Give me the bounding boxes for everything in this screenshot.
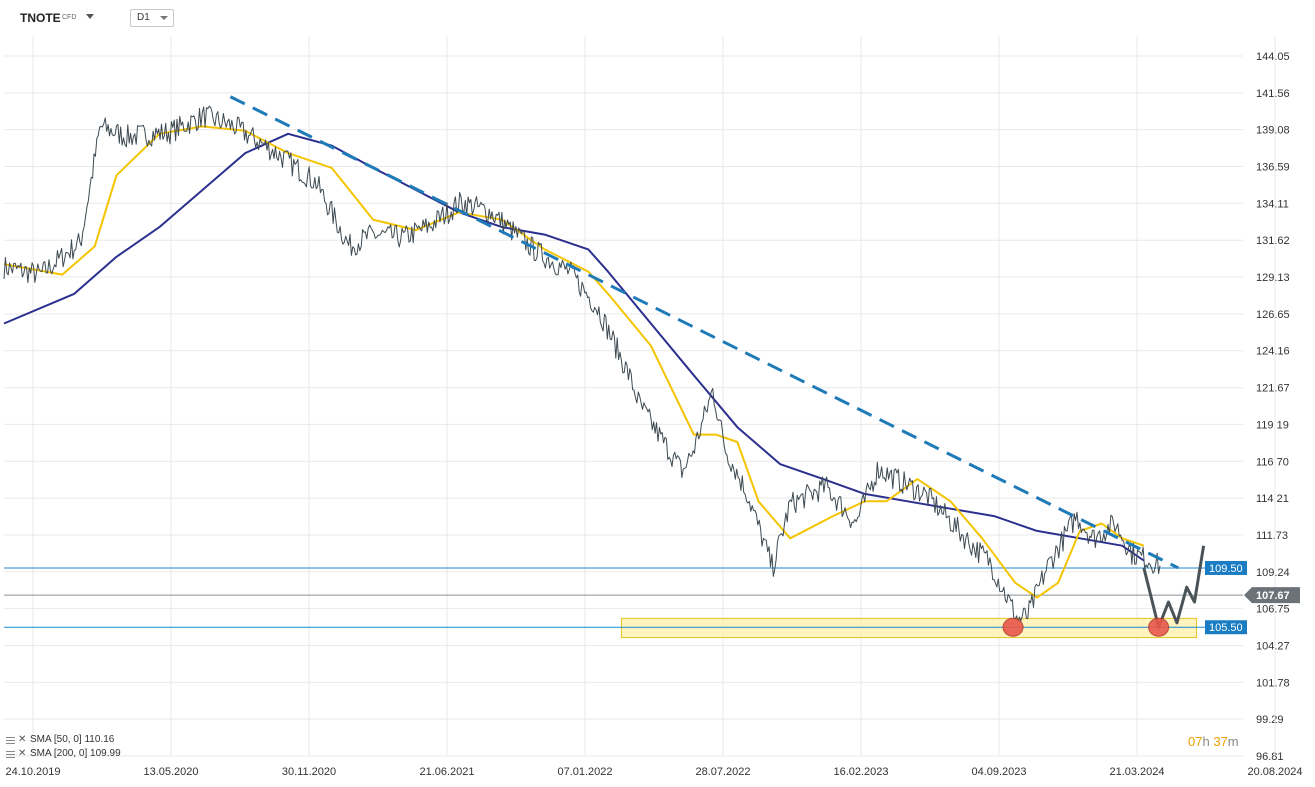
downtrend-line	[229, 95, 1179, 570]
y-axis-tick-label: 124.16	[1256, 346, 1290, 358]
level-price-tag	[1205, 620, 1247, 635]
timeframe-chevron-icon	[160, 16, 168, 20]
countdown-minutes: 37	[1213, 734, 1228, 749]
countdown-hours-unit: h	[1202, 734, 1210, 749]
chart-toolbar: TNOTE CFD D1	[0, 0, 1315, 34]
y-axis-tick-label: 141.56	[1256, 88, 1290, 100]
timeframe-value: D1	[137, 12, 150, 23]
symbol-name[interactable]: TNOTE	[20, 11, 61, 25]
y-axis-tick-label: 101.78	[1256, 677, 1290, 689]
x-axis-tick-label: 20.08.2024	[1247, 766, 1302, 778]
y-axis-tick-label: 126.65	[1256, 309, 1290, 321]
support-touch-marker	[1148, 617, 1170, 637]
x-axis-tick-label: 04.09.2023	[971, 766, 1026, 778]
symbol-dropdown-chevron-icon[interactable]	[86, 14, 94, 19]
symbol-type-tag: CFD	[62, 14, 77, 21]
countdown-hours: 07	[1188, 734, 1203, 749]
legend-sma200: ✕ SMA [200, 0] 109.99	[6, 748, 166, 761]
y-axis-tick-label: 139.08	[1256, 125, 1290, 137]
timeframe-select[interactable]: D1	[130, 9, 174, 27]
sma200-label: SMA [200, 0]	[30, 748, 88, 759]
level-price-label: 109.50	[1209, 563, 1243, 575]
x-axis-tick-label: 28.07.2022	[695, 766, 750, 778]
y-axis-tick-label: 131.62	[1256, 235, 1290, 247]
x-axis-tick-label: 24.10.2019	[5, 766, 60, 778]
current-price-tag	[1244, 587, 1300, 604]
y-axis-tick-label: 134.11	[1256, 198, 1289, 210]
y-axis-tick-label: 96.81	[1256, 751, 1284, 763]
support-touch-marker	[1002, 617, 1024, 637]
sma50-line	[3, 125, 1145, 599]
sma200-value: 109.99	[90, 748, 121, 759]
y-axis-tick-label: 111.73	[1256, 530, 1288, 542]
y-axis-tick-label: 129.13	[1256, 272, 1290, 284]
indicator-settings-icon[interactable]	[6, 737, 15, 744]
current-price-label: 107.67	[1256, 590, 1290, 602]
remove-indicator-icon[interactable]: ✕	[18, 734, 27, 745]
x-axis-tick-label: 30.11.2020	[282, 766, 336, 778]
remove-indicator-icon[interactable]: ✕	[18, 748, 27, 759]
y-axis-tick-label: 114.21	[1256, 493, 1289, 505]
level-price-tag	[1205, 560, 1247, 575]
sma50-label: SMA [50, 0]	[30, 734, 82, 745]
countdown-minutes-unit: m	[1227, 734, 1239, 749]
y-axis-tick-label: 99.29	[1256, 714, 1284, 726]
y-axis-tick-label: 106.75	[1256, 604, 1290, 616]
candle-countdown: 07h 37m	[1188, 734, 1239, 749]
x-axis-tick-label: 07.01.2022	[557, 766, 612, 778]
y-axis-tick-label: 104.27	[1256, 640, 1290, 652]
legend-sma50: ✕ SMA [50, 0] 110.16	[6, 734, 166, 747]
y-axis-tick-label: 116.70	[1256, 456, 1289, 468]
sma50-value: 110.16	[84, 734, 115, 745]
y-axis-tick-label: 109.24	[1256, 567, 1290, 579]
level-price-label: 105.50	[1209, 622, 1243, 634]
x-axis-tick-label: 21.03.2024	[1109, 766, 1164, 778]
y-axis-tick-label: 136.59	[1256, 162, 1290, 174]
x-axis-tick-label: 13.05.2020	[143, 766, 198, 778]
projection-path	[1142, 545, 1206, 629]
x-axis-tick-label: 16.02.2023	[833, 766, 888, 778]
y-axis-tick-label: 119.19	[1256, 419, 1289, 431]
sma200-line	[3, 132, 1145, 562]
y-axis-tick-label: 121.67	[1256, 383, 1290, 395]
indicator-settings-icon[interactable]	[6, 751, 15, 758]
y-axis-tick-label: 144.05	[1256, 51, 1290, 63]
x-axis-tick-label: 21.06.2021	[419, 766, 474, 778]
price-line	[3, 105, 1161, 623]
support-zone	[620, 617, 1198, 639]
